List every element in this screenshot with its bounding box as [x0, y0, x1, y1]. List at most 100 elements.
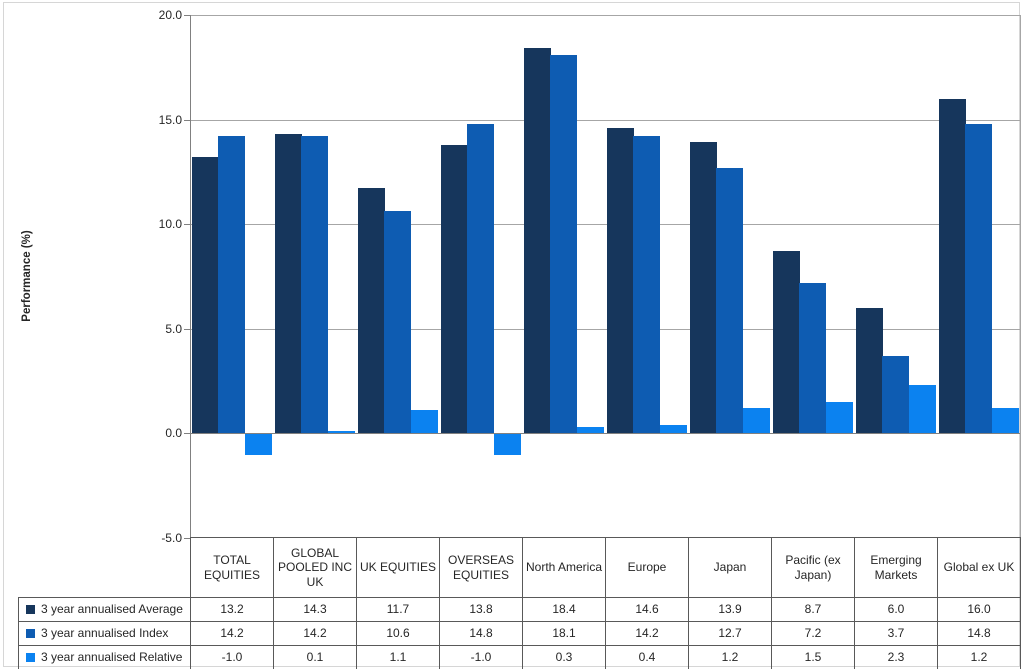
gridline [190, 15, 1020, 16]
y-axis-line [190, 15, 191, 537]
value-cell: 3.7 [854, 621, 938, 646]
bar-relative [494, 434, 521, 455]
category-header-cell: North America [522, 537, 606, 598]
plot-right-border [1020, 15, 1021, 537]
bar-average [856, 308, 883, 433]
value-cell: 14.2 [190, 621, 274, 646]
zero-gridline [190, 433, 1020, 434]
bar-index [384, 211, 411, 433]
gridline [190, 329, 1020, 330]
bar-relative [577, 427, 604, 433]
value-cell: 18.4 [522, 597, 606, 622]
bar-index [799, 283, 826, 433]
value-cell: 1.5 [771, 645, 855, 669]
bar-index [301, 136, 328, 433]
value-cell: 14.2 [273, 621, 357, 646]
legend-swatch-icon [26, 653, 35, 663]
value-cell: 14.6 [605, 597, 689, 622]
series-row: 3 year annualised Index 14.2 14.2 10.6 14.8 1… [18, 621, 1021, 646]
bar-relative [245, 434, 272, 455]
value-cell: 2.3 [854, 645, 938, 669]
legend-label: 3 year annualised Average [41, 602, 183, 617]
legend-swatch-icon [26, 605, 35, 615]
y-tick-mark [184, 15, 190, 16]
category-header-cell: Global ex UK [937, 537, 1021, 598]
bar-relative [909, 385, 936, 433]
bar-average [441, 145, 468, 433]
value-cell: 16.0 [937, 597, 1021, 622]
bar-relative [660, 425, 687, 433]
category-header-cell: Pacific (ex Japan) [771, 537, 855, 598]
category-header-cell: Europe [605, 537, 689, 598]
bar-relative [826, 402, 853, 433]
category-header-cell: TOTAL EQUITIES [190, 537, 274, 598]
category-header-cell: Japan [688, 537, 772, 598]
y-tick-label: 10.0 [158, 217, 182, 231]
bar-average [607, 128, 634, 433]
legend-item: 3 year annualised Relative [18, 645, 191, 669]
value-cell: 1.2 [937, 645, 1021, 669]
bar-average [275, 134, 302, 433]
gridline [190, 224, 1020, 225]
y-axis-title: Performance (%) [21, 230, 33, 322]
legend-item: 3 year annualised Average [18, 597, 191, 622]
y-tick-mark [184, 224, 190, 225]
value-cell: 12.7 [688, 621, 772, 646]
value-cell: 14.8 [937, 621, 1021, 646]
bar-index [633, 136, 660, 433]
bar-relative [992, 408, 1019, 433]
bar-index [218, 136, 245, 433]
bar-relative [743, 408, 770, 433]
value-cell: 13.2 [190, 597, 274, 622]
category-header-cell: Emerging Markets [854, 537, 938, 598]
bar-average [939, 99, 966, 433]
value-cell: 13.9 [688, 597, 772, 622]
data-table: TOTAL EQUITIES GLOBAL POOLED INC UK UK EQU… [18, 537, 1021, 669]
y-tick-label: 20.0 [158, 8, 182, 22]
series-row: 3 year annualised Average 13.2 14.3 11.7 13.… [18, 597, 1021, 622]
bar-index [965, 124, 992, 433]
value-cell: 18.1 [522, 621, 606, 646]
bar-relative [328, 431, 355, 433]
series-row: 3 year annualised Relative -1.0 0.1 1.1 -1.0… [18, 645, 1021, 669]
y-tick-mark [184, 433, 190, 434]
table-corner-blank [19, 538, 191, 598]
category-header-cell: GLOBAL POOLED INC UK [273, 537, 357, 598]
bar-index [550, 55, 577, 433]
y-tick-mark [184, 538, 190, 539]
value-cell: 1.1 [356, 645, 440, 669]
legend-label: 3 year annualised Index [41, 626, 169, 641]
value-cell: 0.4 [605, 645, 689, 669]
category-header-cell: OVERSEAS EQUITIES [439, 537, 523, 598]
legend-item: 3 year annualised Index [18, 621, 191, 646]
value-cell: 10.6 [356, 621, 440, 646]
bar-average [524, 48, 551, 433]
y-tick-label: -5.0 [161, 531, 182, 545]
value-cell: 13.8 [439, 597, 523, 622]
table-header-row: TOTAL EQUITIES GLOBAL POOLED INC UK UK EQU… [19, 537, 1021, 598]
value-cell: 11.7 [356, 597, 440, 622]
bar-average [690, 142, 717, 433]
category-header-cell: UK EQUITIES [356, 537, 440, 598]
bar-average [192, 157, 219, 433]
bar-average [358, 188, 385, 433]
bar-relative [411, 410, 438, 433]
bar-average [773, 251, 800, 433]
y-tick-mark [184, 120, 190, 121]
value-cell: 14.2 [605, 621, 689, 646]
value-cell: 8.7 [771, 597, 855, 622]
value-cell: 7.2 [771, 621, 855, 646]
bar-index [467, 124, 494, 433]
legend-label: 3 year annualised Relative [41, 650, 183, 665]
value-cell: 6.0 [854, 597, 938, 622]
value-cell: -1.0 [190, 645, 274, 669]
value-cell: 0.1 [273, 645, 357, 669]
bar-index [882, 356, 909, 433]
value-cell: 0.3 [522, 645, 606, 669]
y-tick-label: 0.0 [165, 426, 182, 440]
value-cell: 14.3 [273, 597, 357, 622]
value-cell: -1.0 [439, 645, 523, 669]
y-tick-mark [184, 329, 190, 330]
gridline [190, 120, 1020, 121]
